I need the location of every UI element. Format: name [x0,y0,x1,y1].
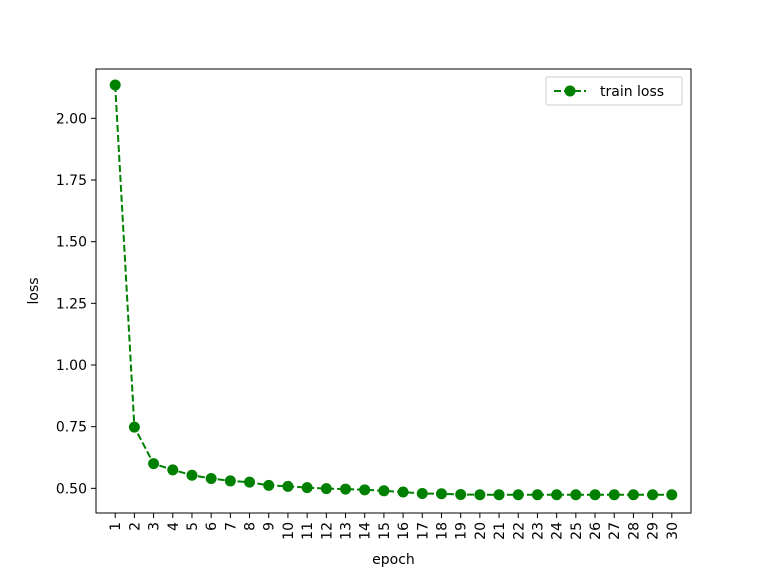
data-point [512,489,524,501]
data-point [397,486,409,498]
x-tick-label: 14 [358,522,374,540]
data-point [474,489,486,501]
x-tick-label: 25 [569,522,585,540]
x-tick-label: 22 [511,522,527,540]
x-tick-label: 7 [223,522,239,531]
data-point [320,483,332,495]
x-tick-label: 3 [147,522,163,531]
x-tick-label: 11 [300,522,316,540]
x-tick-label: 13 [339,522,355,540]
data-point [551,489,563,501]
x-tick-label: 19 [454,522,470,540]
data-point [186,469,198,481]
y-tick-label: 2.00 [56,111,87,127]
x-tick-label: 18 [434,522,450,540]
data-point [359,484,371,496]
y-axis-ticks: 0.50 0.75 1.00 1.25 1.50 1.75 2.00 [56,111,96,497]
data-point [378,485,390,497]
legend-label-train-loss: train loss [600,84,664,100]
data-point [148,458,160,470]
y-tick-label: 1.25 [56,296,87,312]
x-tick-label: 12 [319,522,335,540]
data-point [301,482,313,494]
x-tick-label: 17 [415,522,431,540]
x-tick-label: 21 [492,522,508,540]
x-tick-label: 6 [204,522,220,531]
data-point [340,483,352,495]
x-tick-label: 1 [108,522,124,531]
x-tick-label: 20 [473,522,489,540]
data-point [589,489,601,501]
x-tick-label: 28 [626,522,642,540]
data-point [647,489,659,501]
data-point [608,489,620,501]
data-point [128,421,140,433]
x-tick-label: 9 [262,522,278,531]
x-tick-label: 8 [243,522,259,531]
x-tick-label: 2 [127,522,143,531]
y-axis-label: loss [26,277,42,304]
data-point [493,489,505,501]
data-point [416,488,428,500]
legend-box [545,76,683,106]
x-axis-ticks: 1 2 3 4 5 6 7 8 9 10 11 12 13 14 15 16 17 18 19 20 21 22 23 24 2… [108,513,681,540]
data-point [570,489,582,501]
y-tick-label: 0.50 [56,481,87,497]
x-tick-label: 16 [396,522,412,540]
data-point [435,488,447,500]
x-tick-label: 23 [530,522,546,540]
legend-marker [564,85,576,97]
data-point [263,479,275,491]
plot-background [96,69,691,513]
data-point [455,489,467,500]
legend: train loss [545,76,683,106]
x-tick-label: 10 [281,522,297,540]
y-tick-label: 0.75 [56,420,87,436]
x-tick-label: 29 [646,522,662,540]
data-point [627,489,639,501]
series-layer [109,79,678,501]
x-tick-label: 26 [588,522,604,540]
data-point [282,480,294,492]
y-tick-label: 1.00 [56,358,87,374]
data-point [205,472,217,484]
data-point [167,464,179,476]
data-point [224,475,236,487]
x-tick-label: 15 [377,522,393,540]
y-tick-label: 1.75 [56,173,87,189]
x-tick-label: 4 [166,522,182,531]
x-tick-label: 24 [550,522,566,540]
data-point [244,476,256,488]
y-tick-label: 1.50 [56,235,87,251]
plot-frame [95,68,692,514]
data-point [109,79,121,91]
x-axis-label: epoch [372,552,415,568]
data-point [666,489,678,501]
x-tick-label: 27 [607,522,623,540]
x-tick-label: 30 [665,522,681,540]
x-tick-label: 5 [185,522,201,531]
data-point [531,489,543,501]
